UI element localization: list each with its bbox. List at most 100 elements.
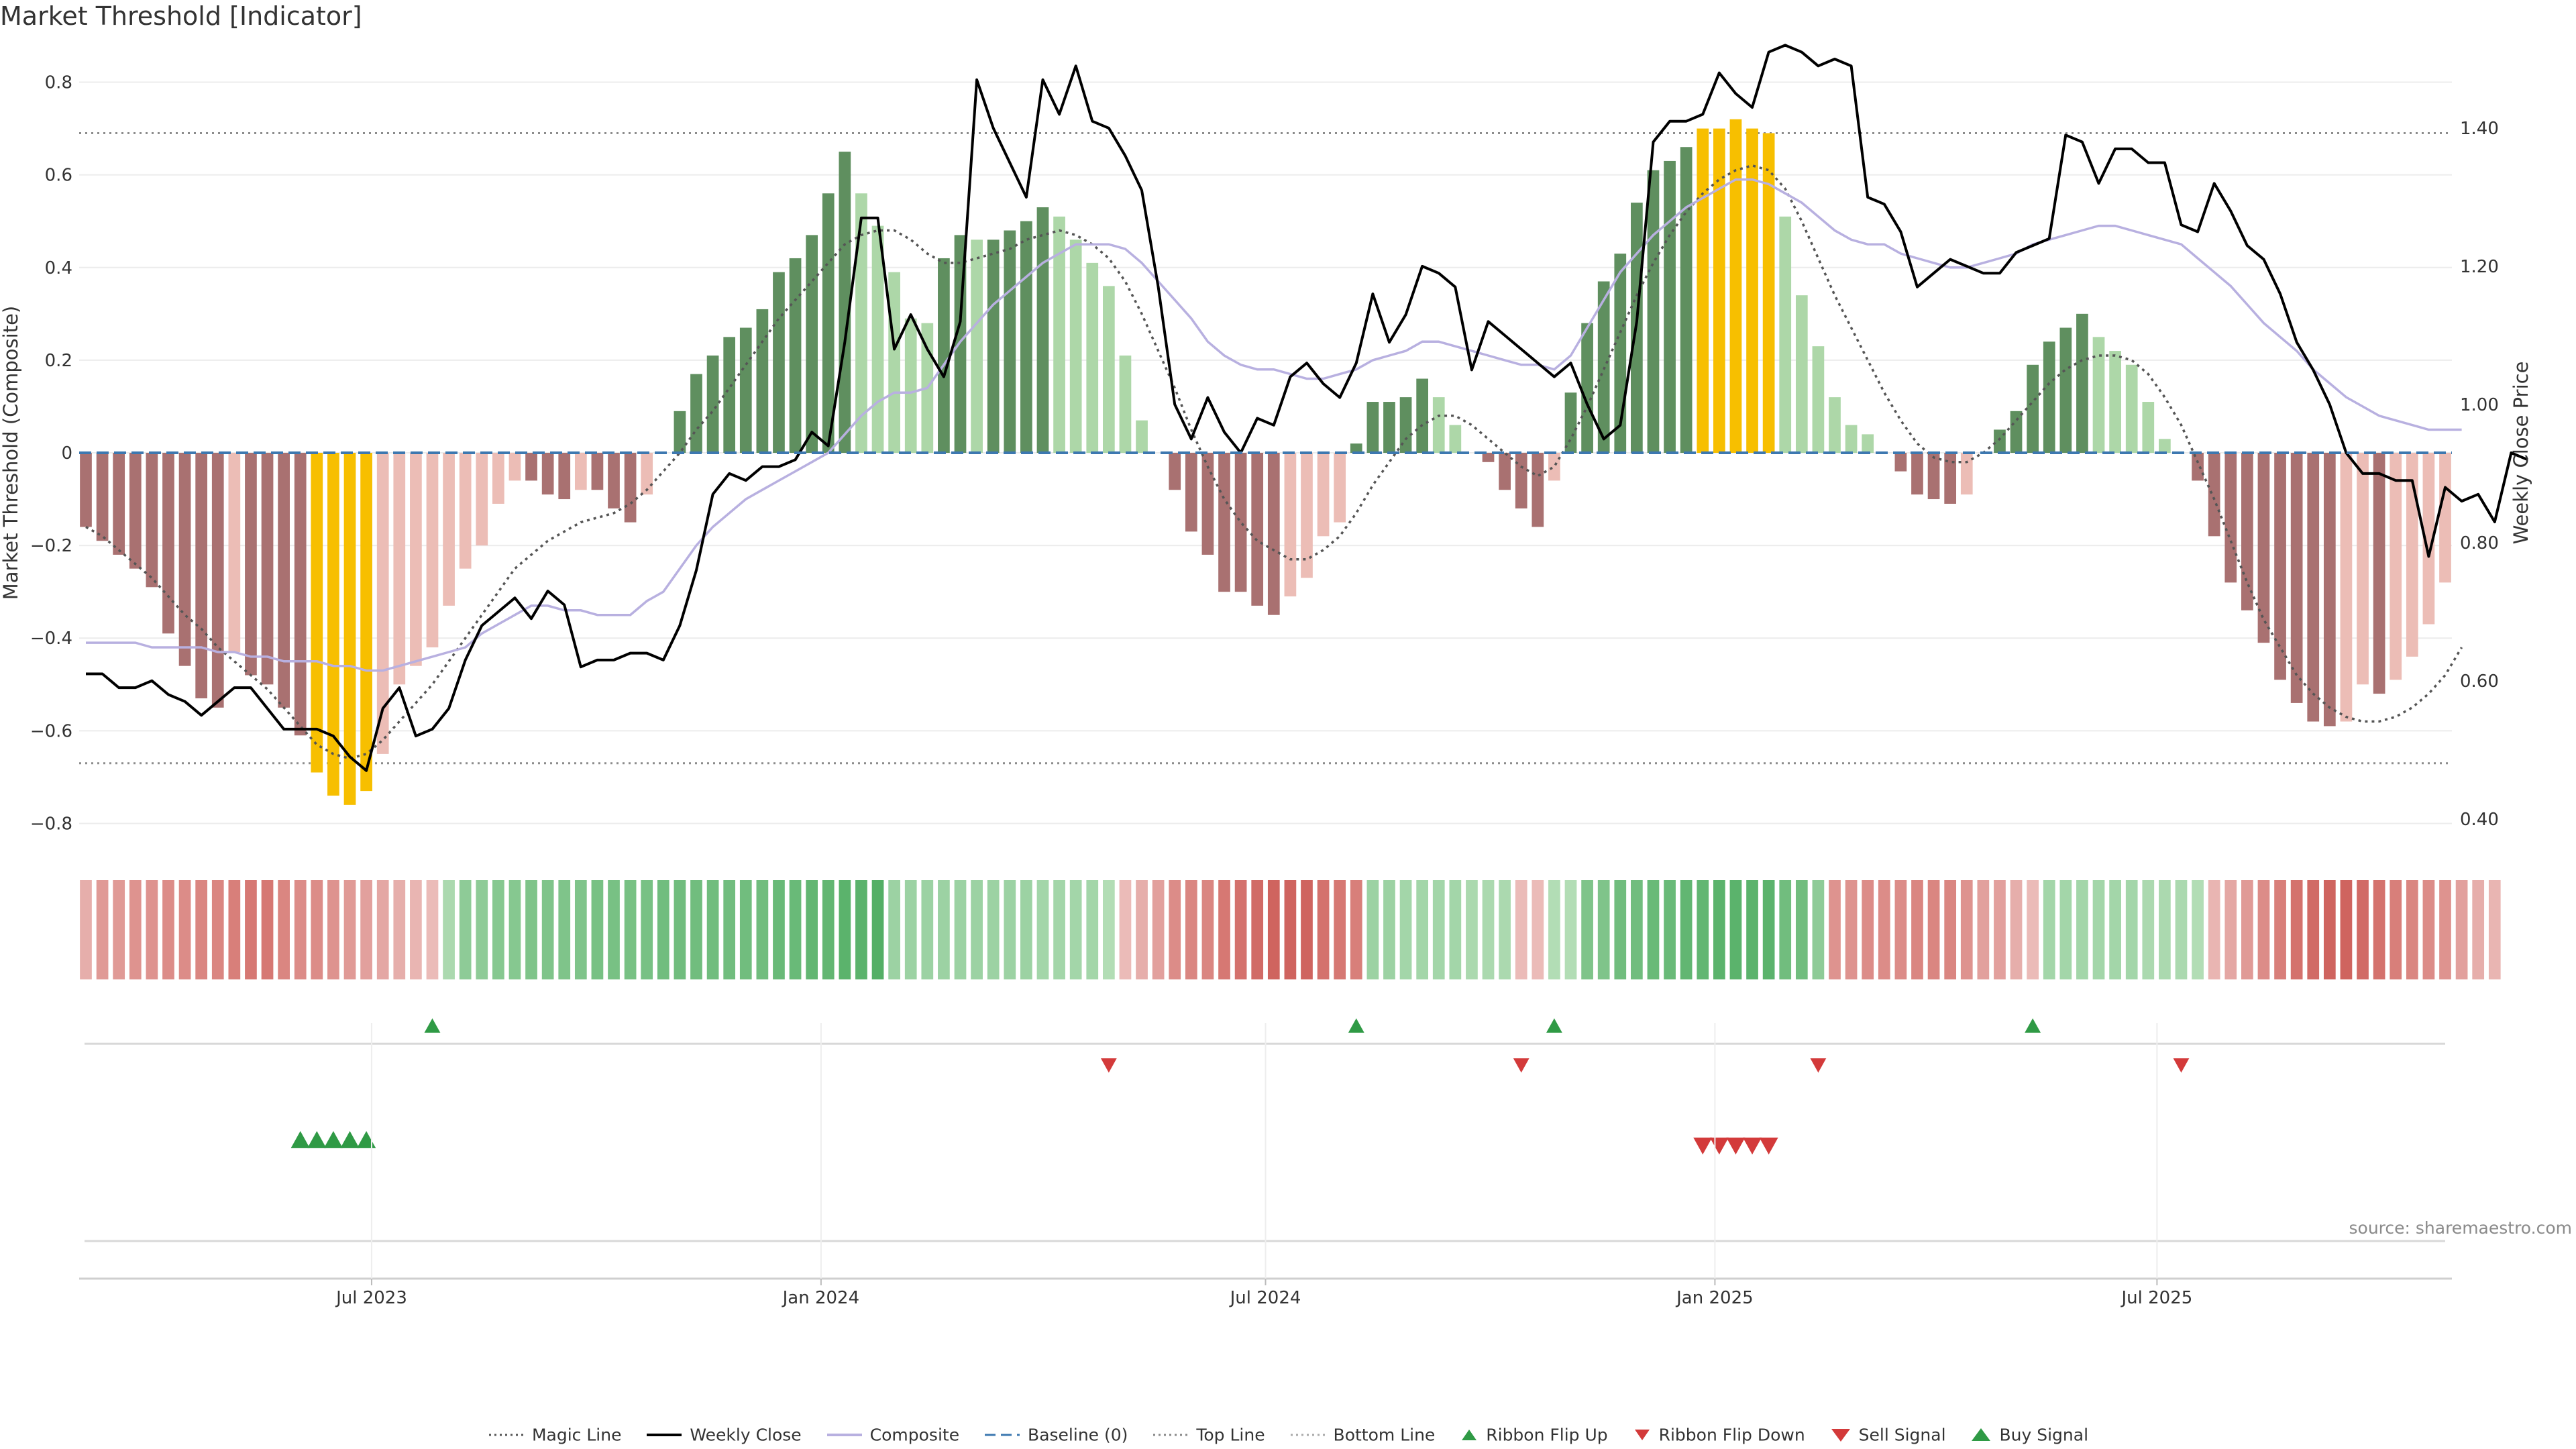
ribbon-cell — [410, 880, 422, 979]
composite-bar — [2373, 453, 2385, 694]
ribbon-cell — [954, 880, 967, 979]
composite-bar — [1548, 453, 1560, 481]
ribbon-cell — [1218, 880, 1230, 979]
buy-signal-marker — [323, 1131, 343, 1148]
dotted-line-icon — [1290, 1434, 1326, 1436]
composite-bar — [1267, 453, 1280, 615]
ribbon-cell — [1069, 880, 1082, 979]
ribbon-cell — [855, 880, 867, 979]
y-right-tick-label: 1.00 — [2460, 395, 2499, 415]
source-note: source: sharemaestro.com — [2349, 1218, 2573, 1238]
composite-bar — [706, 355, 719, 453]
legend-weekly-close: Weekly Close — [645, 1424, 802, 1444]
y-tick-label: −0.8 — [30, 814, 72, 834]
ribbon-cell — [1631, 880, 1643, 979]
dotted-line-icon — [488, 1434, 524, 1436]
ribbon-cell — [162, 880, 174, 979]
composite-bar — [1301, 453, 1313, 578]
composite-bar — [1829, 397, 1841, 453]
composite-bar — [1680, 147, 1693, 453]
ribbon-cell — [1234, 880, 1247, 979]
composite-bar — [2307, 453, 2320, 722]
buy-signal-marker — [340, 1131, 360, 1148]
composite-bar — [1812, 346, 1825, 453]
ribbon-cell — [1812, 880, 1825, 979]
ribbon-cell — [195, 880, 208, 979]
ribbon-flip-down-marker — [2173, 1058, 2190, 1073]
triangle-up-icon — [1462, 1429, 1477, 1440]
legend-label: Sell Signal — [1858, 1425, 1946, 1445]
ribbon-cell — [2192, 880, 2204, 979]
composite-bar — [2274, 453, 2286, 680]
triangle-down-icon — [1634, 1429, 1650, 1440]
ribbon-cell — [1927, 880, 1940, 979]
composite-bar — [1944, 453, 1957, 504]
x-tick-label: Jan 2025 — [1675, 1288, 1754, 1308]
composite-bar — [261, 453, 274, 685]
composite-bar — [525, 453, 537, 481]
composite-bar — [1284, 453, 1297, 597]
composite-bar — [80, 453, 92, 527]
composite-bar — [1053, 216, 1065, 453]
y-tick-label: 0.2 — [45, 351, 72, 371]
ribbon-cell — [723, 880, 736, 979]
composite-bar — [1366, 402, 1379, 453]
ribbon-cell — [2076, 880, 2088, 979]
ribbon-cell — [608, 880, 620, 979]
ribbon-flip-down-marker — [1513, 1058, 1529, 1073]
ribbon-cell — [1532, 880, 1544, 979]
ribbon-cell — [2373, 880, 2385, 979]
composite-bar — [1317, 453, 1330, 537]
composite-bar — [1169, 453, 1181, 490]
composite-bar — [608, 453, 620, 508]
composite-bar — [2290, 453, 2303, 703]
composite-bar — [2092, 337, 2105, 453]
y-tick-label: −0.6 — [30, 721, 72, 741]
composite-bar — [360, 453, 372, 792]
y-tick-label: −0.2 — [30, 536, 72, 556]
legend-baseline: Baseline (0) — [983, 1424, 1128, 1444]
buy-signal-marker — [357, 1131, 376, 1148]
ribbon-cell — [1713, 880, 1725, 979]
ribbon-cell — [1977, 880, 1990, 979]
composite-bar — [541, 453, 554, 495]
ribbon-cell — [1697, 880, 1709, 979]
ribbon-cell — [376, 880, 389, 979]
composite-bar — [1251, 453, 1264, 606]
composite-bar — [1036, 207, 1049, 453]
buy-signal-marker — [290, 1131, 310, 1148]
ribbon-cell — [558, 880, 571, 979]
composite-bar — [162, 453, 174, 634]
composite-bar — [2257, 453, 2270, 643]
ribbon-cell — [1894, 880, 1907, 979]
composite-bar — [1862, 434, 1874, 453]
composite-bar — [2109, 351, 2121, 453]
composite-bar — [2406, 453, 2418, 657]
y-tick-label: 0 — [61, 443, 72, 464]
composite-bar — [806, 235, 818, 453]
ribbon-flip-up-marker — [424, 1018, 441, 1033]
ribbon-cell — [904, 880, 917, 979]
sell-signal-marker — [1693, 1137, 1713, 1155]
ribbon-cell — [327, 880, 339, 979]
axes: −0.8 −0.6 −0.4 −0.2 0 0.2 0.4 0.6 0.8 0.40 0.60 0.8… — [0, 73, 2532, 835]
ribbon-cell — [2125, 880, 2138, 979]
ribbon-cell — [806, 880, 818, 979]
composite-bar — [1004, 230, 1016, 453]
ribbon-cell — [178, 880, 191, 979]
ribbon-cell — [921, 880, 934, 979]
ribbon-flip-down-marker — [1100, 1058, 1117, 1073]
composite-bar — [278, 453, 290, 708]
legend-composite: Composite — [826, 1424, 959, 1444]
composite-bar — [1201, 453, 1214, 555]
ribbon-cell — [1284, 880, 1297, 979]
weekly-close-line — [86, 44, 2528, 772]
composite-line-layer — [86, 178, 2462, 672]
ribbon-cell — [574, 880, 587, 979]
ribbon-cell — [1136, 880, 1148, 979]
ribbon-cell — [2274, 880, 2286, 979]
composite-bar — [1762, 133, 1775, 453]
ribbon-cell — [278, 880, 290, 979]
composite-bar — [327, 453, 339, 796]
legend-label: Magic Line — [531, 1425, 622, 1445]
